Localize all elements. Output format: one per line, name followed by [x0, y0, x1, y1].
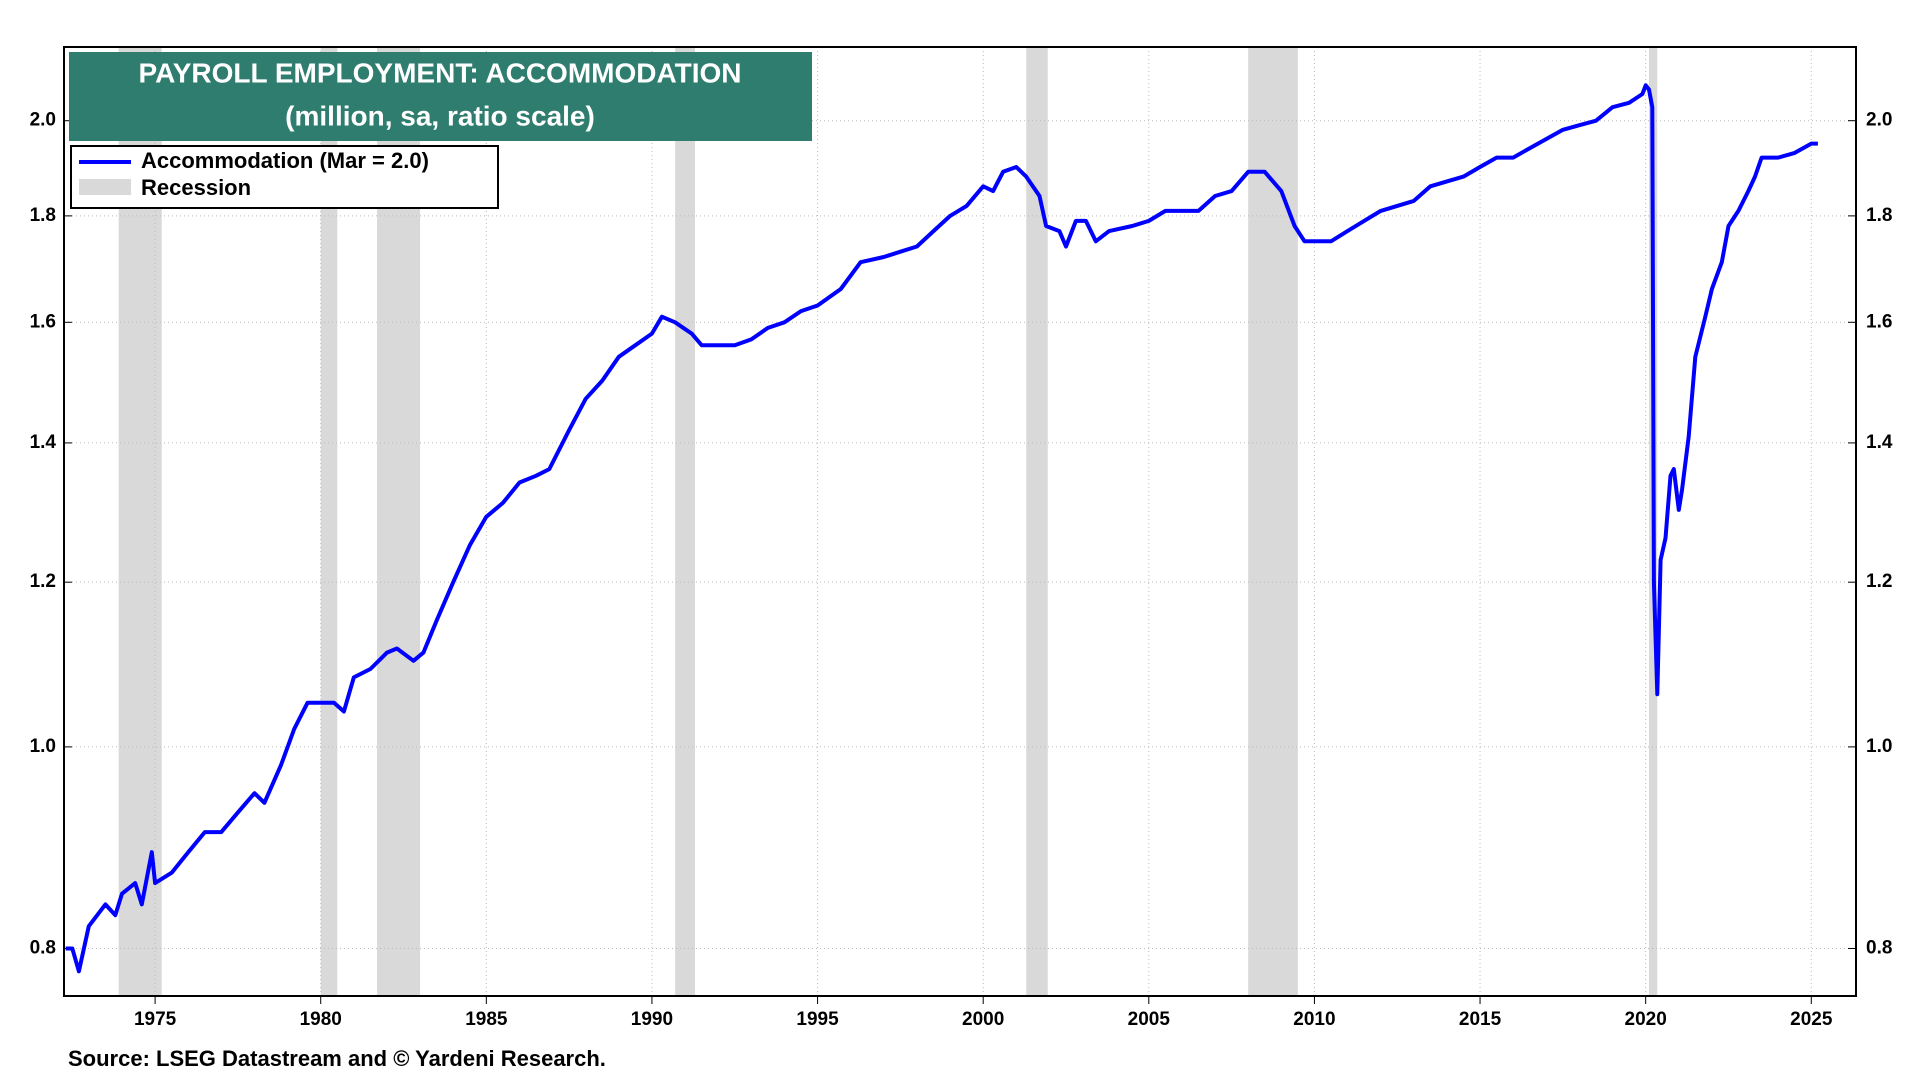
y-tick-label: 1.6	[30, 311, 56, 332]
recession-band	[1026, 47, 1048, 996]
chart-title: PAYROLL EMPLOYMENT: ACCOMMODATION	[138, 57, 741, 88]
x-tick-label: 2015	[1459, 1009, 1502, 1030]
x-tick-label: 2010	[1293, 1009, 1335, 1030]
recession-band	[320, 47, 338, 996]
y2-tick-label: 1.2	[1866, 571, 1892, 592]
x-tick-label: 1990	[631, 1009, 673, 1030]
x-tick-label: 2005	[1128, 1009, 1171, 1030]
chart-subtitle: (million, sa, ratio scale)	[285, 100, 595, 131]
data-line	[65, 83, 1818, 974]
y-tick-label: 1.8	[30, 205, 56, 226]
recession-band	[1248, 47, 1298, 996]
y2-tick-label: 1.6	[1866, 311, 1892, 332]
plot-frame	[63, 46, 1857, 997]
legend-swatch	[79, 179, 131, 195]
legend-box	[70, 145, 499, 209]
y2-tick-label: 1.8	[1866, 205, 1892, 226]
x-tick-label: 2025	[1790, 1009, 1833, 1030]
x-tick-label: 1980	[300, 1009, 342, 1030]
x-tick-label: 1975	[134, 1009, 177, 1030]
y-tick-label: 2.0	[30, 110, 56, 131]
y2-tick-label: 0.8	[1866, 937, 1892, 958]
title-box	[69, 52, 812, 141]
x-tick-label: 2000	[962, 1009, 1004, 1030]
recession-band	[675, 47, 696, 996]
legend-label: Accommodation (Mar = 2.0)	[141, 148, 429, 173]
y-tick-label: 0.8	[30, 937, 56, 958]
legend-label: Recession	[141, 175, 251, 200]
y-tick-label: 1.2	[30, 571, 56, 592]
source-note: Source: LSEG Datastream and © Yardeni Re…	[68, 1046, 606, 1071]
x-tick-label: 1995	[796, 1009, 839, 1030]
y2-tick-label: 1.0	[1866, 736, 1892, 757]
x-tick-label: 1985	[465, 1009, 508, 1030]
y2-tick-label: 1.4	[1866, 432, 1893, 453]
y-tick-label: 1.4	[30, 432, 57, 453]
y-tick-label: 1.0	[30, 736, 56, 757]
x-tick-label: 2020	[1625, 1009, 1667, 1030]
y2-tick-label: 2.0	[1866, 110, 1892, 131]
